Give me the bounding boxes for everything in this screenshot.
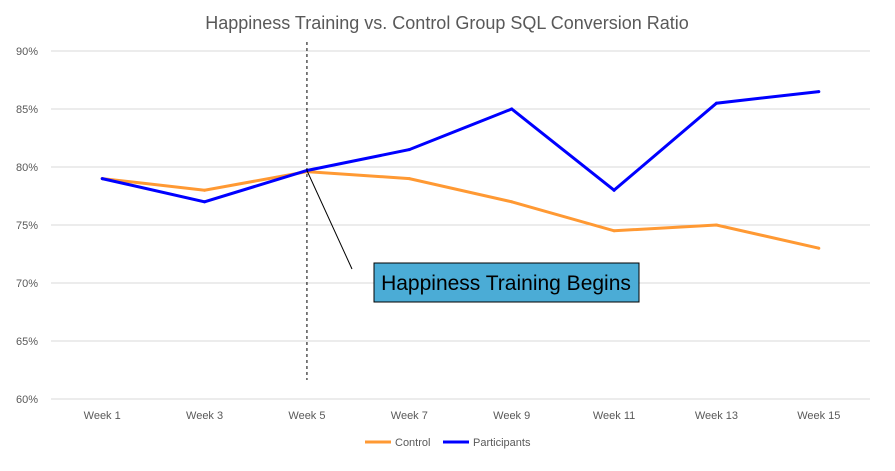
x-tick-label: Week 7 [391, 410, 428, 422]
y-tick-label: 85% [16, 104, 38, 116]
x-tick-label: Week 15 [797, 410, 840, 422]
data-point-control [510, 200, 514, 204]
series-line-participants [101, 90, 819, 204]
x-tick-label: Week 13 [695, 410, 738, 422]
annotation-box [373, 262, 640, 303]
data-point-participants [612, 188, 616, 192]
callout-leader-line [306, 170, 353, 270]
data-point-participants [203, 200, 207, 204]
data-point-control [612, 229, 616, 233]
y-tick-label: 90% [16, 46, 38, 58]
data-point-participants [100, 177, 104, 181]
data-point-participants [817, 90, 821, 94]
y-tick-label: 80% [16, 162, 38, 174]
y-tick-label: 65% [16, 336, 38, 348]
legend-label-control: Control [395, 437, 430, 449]
data-point-participants [714, 101, 718, 105]
chart-title: Happiness Training vs. Control Group SQL… [205, 13, 689, 33]
x-tick-label: Week 5 [288, 410, 325, 422]
data-point-control [407, 177, 411, 181]
series-line-control [102, 170, 820, 250]
x-tick-label: Week 1 [84, 410, 121, 422]
data-point-participants [510, 107, 514, 111]
x-tick-label: Week 11 [593, 410, 635, 422]
legend-label-participants: Participants [473, 437, 531, 449]
data-point-participants [407, 148, 411, 152]
annotation-text: Happiness Training Begins [381, 272, 631, 295]
x-tick-label: Week 3 [186, 410, 223, 422]
y-tick-label: 75% [16, 220, 38, 232]
data-point-control [714, 223, 718, 227]
y-tick-label: 60% [16, 394, 38, 406]
data-point-control [203, 188, 207, 192]
y-tick-label: 70% [16, 278, 38, 290]
x-tick-label: Week 9 [493, 410, 530, 422]
data-point-control [817, 246, 821, 250]
